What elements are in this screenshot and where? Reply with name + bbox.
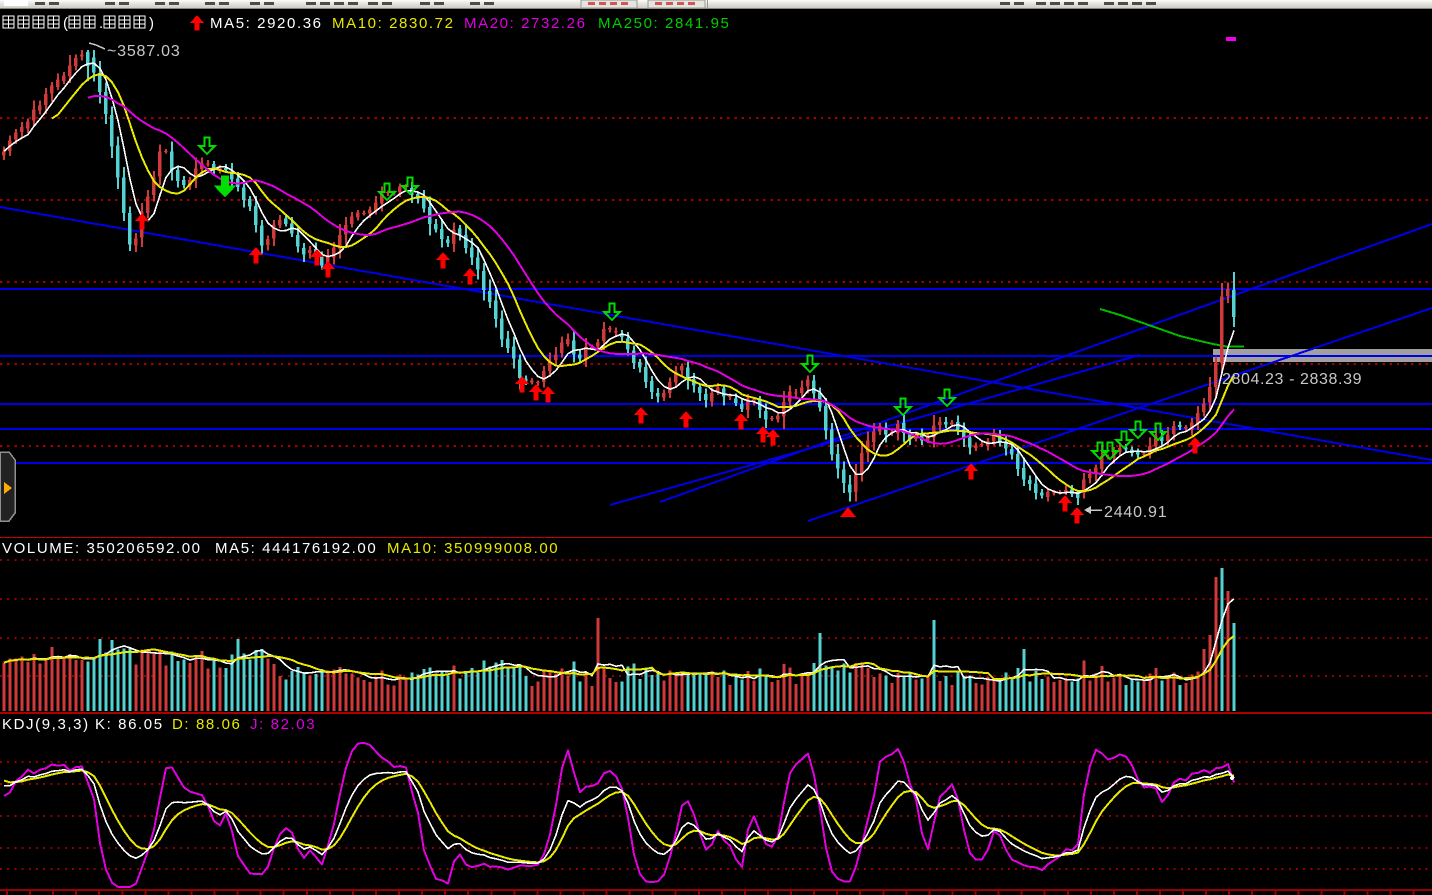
svg-text:MA20: 2732.26: MA20: 2732.26 bbox=[464, 15, 587, 32]
svg-text:(: ( bbox=[63, 15, 68, 32]
svg-text:.: . bbox=[99, 15, 103, 32]
svg-text:MA10: 2830.72: MA10: 2830.72 bbox=[332, 15, 455, 32]
svg-text:KDJ(9,3,3): KDJ(9,3,3) bbox=[2, 716, 90, 733]
svg-text:MA10: 350999008.00: MA10: 350999008.00 bbox=[387, 540, 559, 557]
svg-text:): ) bbox=[149, 15, 154, 32]
svg-text:MA5: 444176192.00: MA5: 444176192.00 bbox=[215, 540, 377, 557]
svg-text:MA250: 2841.95: MA250: 2841.95 bbox=[598, 15, 730, 32]
svg-text:K: 86.05: K: 86.05 bbox=[95, 716, 164, 733]
svg-text:D: 88.06: D: 88.06 bbox=[172, 716, 242, 733]
svg-text:J: 82.03: J: 82.03 bbox=[250, 716, 316, 733]
svg-text:VOLUME: 350206592.00: VOLUME: 350206592.00 bbox=[2, 540, 202, 557]
svg-text:2804.23 - 2838.39: 2804.23 - 2838.39 bbox=[1222, 371, 1362, 388]
svg-text:MA5: 2920.36: MA5: 2920.36 bbox=[210, 15, 323, 32]
svg-text:~3587.03: ~3587.03 bbox=[107, 43, 181, 60]
svg-text:2440.91: 2440.91 bbox=[1104, 504, 1167, 521]
